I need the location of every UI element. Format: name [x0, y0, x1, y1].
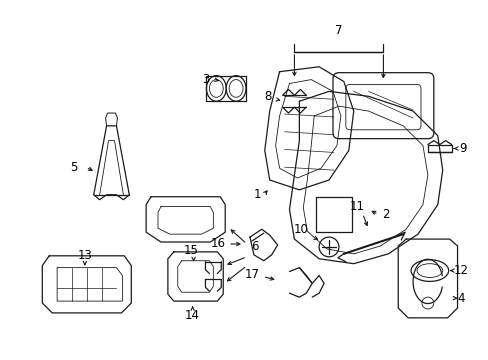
- Text: 7: 7: [334, 24, 342, 37]
- Text: 9: 9: [459, 142, 466, 155]
- Text: 1: 1: [254, 188, 261, 201]
- Text: 3: 3: [202, 73, 209, 86]
- Text: 14: 14: [185, 309, 200, 322]
- Text: 15: 15: [183, 244, 198, 257]
- Text: 13: 13: [77, 249, 92, 262]
- Text: 12: 12: [453, 264, 468, 277]
- Text: 6: 6: [251, 240, 258, 253]
- Text: 2: 2: [382, 208, 389, 221]
- Text: 11: 11: [348, 200, 364, 213]
- Text: 5: 5: [70, 161, 78, 174]
- Text: 10: 10: [293, 223, 308, 236]
- Text: 4: 4: [457, 292, 464, 305]
- Text: 16: 16: [210, 238, 225, 251]
- Text: 8: 8: [264, 90, 271, 103]
- Text: 17: 17: [244, 268, 259, 281]
